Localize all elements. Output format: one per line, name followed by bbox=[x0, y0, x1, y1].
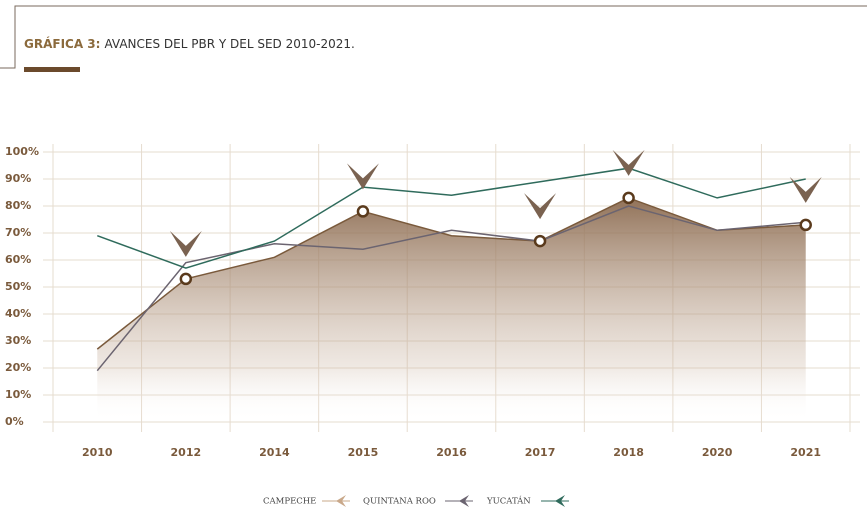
x-tick-label: 2020 bbox=[702, 446, 733, 459]
area bbox=[97, 197, 806, 422]
point-marker bbox=[179, 272, 193, 286]
header-frame bbox=[0, 5, 867, 69]
legend-chevron bbox=[555, 495, 565, 507]
title-label: GRÁFICA 3: bbox=[24, 36, 100, 51]
x-tick-label: 2014 bbox=[259, 446, 290, 459]
chevron bbox=[346, 163, 379, 190]
chevron bbox=[169, 230, 202, 257]
y-tick-label: 40% bbox=[5, 307, 31, 320]
y-tick-label: 30% bbox=[5, 334, 31, 347]
chevron bbox=[524, 193, 557, 220]
y-tick-label: 100% bbox=[5, 145, 39, 158]
y-tick-label: 60% bbox=[5, 253, 31, 266]
y-tick-label: 90% bbox=[5, 172, 31, 185]
y-tick-label: 80% bbox=[5, 199, 31, 212]
legend-label: YUCATÁN bbox=[486, 495, 531, 507]
x-tick-label: 2016 bbox=[436, 446, 467, 459]
x-tick-label: 2017 bbox=[525, 446, 556, 459]
series-line bbox=[96, 205, 806, 372]
x-tick-label: 2010 bbox=[82, 446, 113, 459]
legend-chevron bbox=[459, 495, 469, 507]
x-tick-label: 2018 bbox=[613, 446, 644, 459]
series-line bbox=[96, 197, 806, 350]
legend-label: CAMPECHE bbox=[263, 497, 316, 507]
title-text: AVANCES DEL PBR Y DEL SED 2010-2021. bbox=[104, 37, 354, 51]
header-bar bbox=[24, 67, 80, 72]
legend-chevron bbox=[336, 495, 346, 507]
series-line bbox=[97, 167, 806, 269]
point-marker bbox=[533, 234, 547, 248]
chevron bbox=[612, 149, 645, 176]
y-tick-label: 10% bbox=[5, 388, 31, 401]
y-tick-label: 50% bbox=[5, 280, 31, 293]
point-marker bbox=[622, 191, 635, 205]
x-tick-label: 2012 bbox=[171, 446, 202, 459]
chevron bbox=[789, 176, 822, 203]
chart-title: GRÁFICA 3: AVANCES DEL PBR Y DEL SED 2010… bbox=[24, 36, 355, 51]
y-tick-label: 20% bbox=[5, 361, 31, 374]
legend-label: QUINTANA ROO bbox=[363, 497, 436, 507]
y-tick-label: 0% bbox=[5, 415, 24, 428]
x-tick-label: 2021 bbox=[790, 446, 821, 459]
point-marker bbox=[799, 218, 812, 232]
x-tick-label: 2015 bbox=[348, 446, 379, 459]
point-marker bbox=[356, 205, 370, 218]
y-tick-label: 70% bbox=[5, 226, 31, 239]
